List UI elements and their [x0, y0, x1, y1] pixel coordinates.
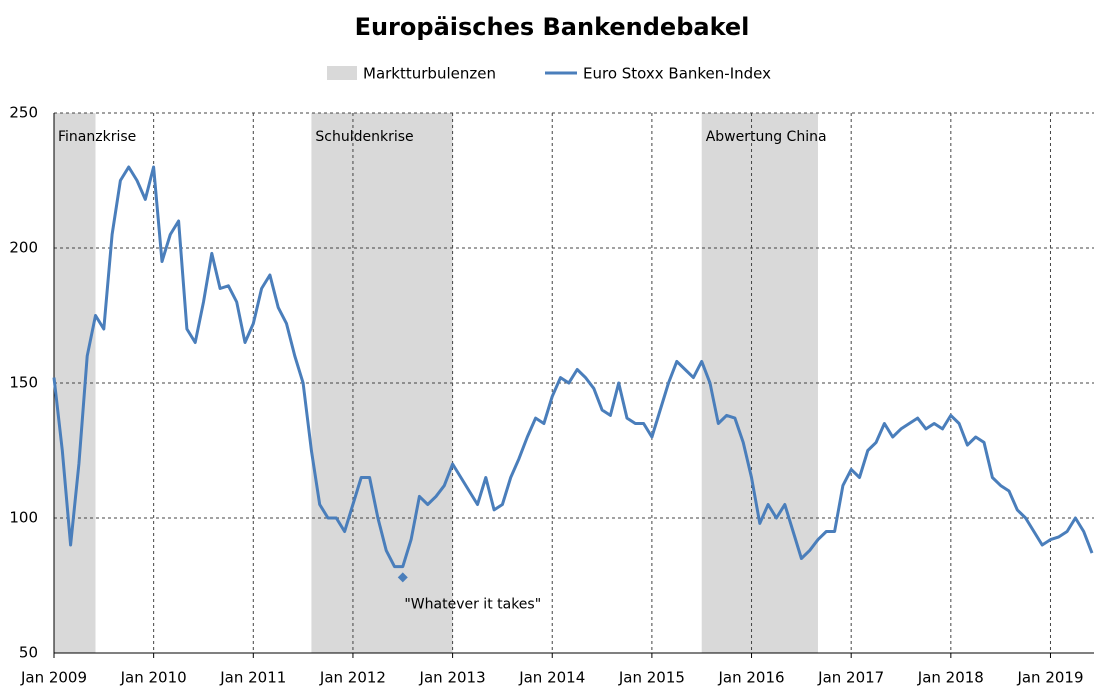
x-tick-label: Jan 2019: [1016, 669, 1083, 687]
index-line: [52, 165, 1094, 569]
x-tick-label: Jan 2016: [717, 669, 784, 687]
region-label: Schuldenkrise: [315, 129, 413, 145]
y-tick-label: 50: [19, 644, 38, 662]
legend-label: Marktturbulenzen: [363, 65, 496, 83]
x-tick-label: Jan 2011: [219, 669, 286, 687]
y-tick-label: 250: [9, 104, 38, 122]
x-tick-label: Jan 2009: [20, 669, 87, 687]
x-tick-label: Jan 2012: [319, 669, 386, 687]
turbulence-region: [311, 113, 453, 653]
y-tick-label: 200: [9, 239, 38, 257]
x-tick-label: Jan 2014: [518, 669, 585, 687]
y-tick-label: 100: [9, 509, 38, 527]
chart-title: Europäisches Bankendebakel: [355, 13, 750, 41]
region-label: Finanzkrise: [58, 129, 136, 145]
x-tick-label: Jan 2018: [917, 669, 984, 687]
x-tick-label: Jan 2010: [120, 669, 187, 687]
annotation-marker: [397, 572, 408, 583]
y-tick-label: 150: [9, 374, 38, 392]
annotation-label: "Whatever it takes": [404, 596, 541, 612]
legend-label: Euro Stoxx Banken-Index: [583, 65, 771, 83]
x-tick-label: Jan 2013: [419, 669, 486, 687]
legend-swatch: [327, 66, 357, 80]
x-tick-label: Jan 2015: [618, 669, 685, 687]
x-tick-label: Jan 2017: [817, 669, 884, 687]
region-label: Abwertung China: [706, 129, 827, 145]
